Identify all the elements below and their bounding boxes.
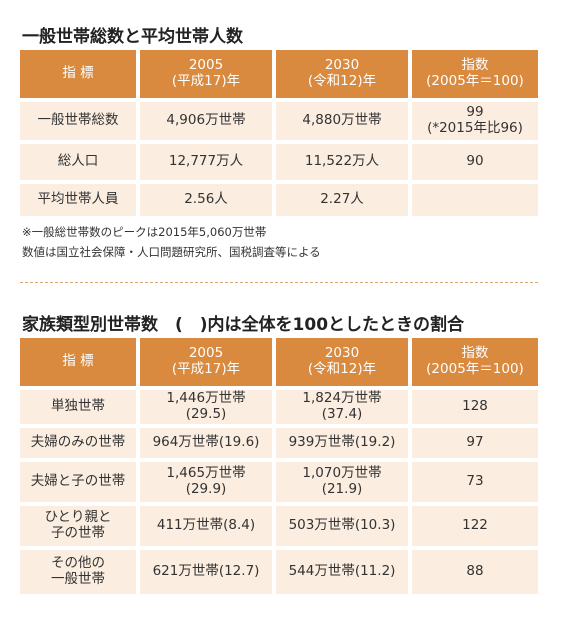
table-cell: 2.27人 bbox=[276, 184, 408, 216]
cell-text: 411万世帯(8.4) bbox=[156, 517, 256, 534]
header-cell: 2005 (平成17)年 bbox=[140, 50, 272, 98]
table-cell: 544万世帯(11.2) bbox=[276, 550, 408, 594]
cell-text: 73 bbox=[466, 473, 484, 490]
table-cell: 一般世帯総数 bbox=[20, 102, 136, 140]
header-cell: 2030 (令和12)年 bbox=[276, 50, 408, 98]
cell-text: 総人口 bbox=[57, 153, 99, 170]
note: ※一般総世帯数のピークは2015年5,060万世帯 bbox=[22, 225, 267, 239]
cell-text: 2.56人 bbox=[184, 191, 228, 208]
cell-text: その他の bbox=[51, 555, 105, 572]
cell-text: 1,446万世帯 bbox=[166, 390, 246, 407]
header-cell: 2005 (平成17)年 bbox=[140, 338, 272, 386]
cell-text: 2030 bbox=[324, 57, 360, 74]
cell-text: 99 bbox=[466, 104, 484, 121]
cell-text: 621万世帯(12.7) bbox=[152, 563, 260, 580]
cell-text: (29.9) bbox=[185, 481, 227, 497]
table-cell: 4,880万世帯 bbox=[276, 102, 408, 140]
table-cell: 単独世帯 bbox=[20, 390, 136, 424]
cell-text: 544万世帯(11.2) bbox=[288, 563, 396, 580]
divider bbox=[20, 282, 538, 283]
cell-text: 503万世帯(10.3) bbox=[288, 517, 396, 534]
cell-text: ひとり親と bbox=[44, 509, 112, 526]
header-cell: 2030 (令和12)年 bbox=[276, 338, 408, 386]
table-cell: 11,522万人 bbox=[276, 144, 408, 180]
cell-text: (37.4) bbox=[321, 406, 363, 422]
cell-text: 964万世帯(19.6) bbox=[152, 434, 260, 451]
header-cell: 指 標 bbox=[20, 50, 136, 98]
cell-text: (平成17)年 bbox=[171, 361, 241, 377]
table-cell: 88 bbox=[412, 550, 538, 594]
cell-text: 88 bbox=[466, 563, 484, 580]
section-title: 一般世帯総数と平均世帯人数 bbox=[22, 27, 243, 47]
table-cell: 12,777万人 bbox=[140, 144, 272, 180]
cell-text: 4,880万世帯 bbox=[302, 112, 382, 129]
cell-text: (2005年＝100) bbox=[426, 361, 524, 377]
cell-text: 12,777万人 bbox=[168, 153, 244, 170]
cell-text: 90 bbox=[466, 153, 484, 170]
cell-text: 夫婦と子の世帯 bbox=[30, 473, 126, 490]
header-cell: 指数 (2005年＝100) bbox=[412, 50, 538, 98]
table-cell: 411万世帯(8.4) bbox=[140, 506, 272, 546]
cell-text: 指 標 bbox=[62, 353, 94, 370]
cell-text: 夫婦のみの世帯 bbox=[30, 434, 126, 451]
table-cell: 1,465万世帯 (29.9) bbox=[140, 462, 272, 502]
table-cell: 1,070万世帯 (21.9) bbox=[276, 462, 408, 502]
cell-text: 指数 bbox=[461, 57, 489, 74]
cell-text: 指数 bbox=[461, 345, 489, 362]
cell-text: (*2015年比96) bbox=[427, 120, 523, 136]
table-cell: 964万世帯(19.6) bbox=[140, 428, 272, 458]
cell-text: (平成17)年 bbox=[171, 73, 241, 89]
cell-text: 1,824万世帯 bbox=[302, 390, 382, 407]
table-cell: ひとり親と 子の世帯 bbox=[20, 506, 136, 546]
table-cell: 総人口 bbox=[20, 144, 136, 180]
table-cell: 128 bbox=[412, 390, 538, 424]
table-cell: 621万世帯(12.7) bbox=[140, 550, 272, 594]
table-cell: 122 bbox=[412, 506, 538, 546]
table-cell: 99 (*2015年比96) bbox=[412, 102, 538, 140]
cell-text: 939万世帯(19.2) bbox=[288, 434, 396, 451]
table-cell: 503万世帯(10.3) bbox=[276, 506, 408, 546]
cell-text: 2.27人 bbox=[320, 191, 364, 208]
table-cell: 4,906万世帯 bbox=[140, 102, 272, 140]
table-cell: 平均世帯人員 bbox=[20, 184, 136, 216]
note: 数値は国立社会保障・人口問題研究所、国税調査等による bbox=[22, 245, 321, 259]
table-cell bbox=[412, 184, 538, 216]
cell-text: 2005 bbox=[188, 345, 224, 362]
table-cell: 夫婦と子の世帯 bbox=[20, 462, 136, 502]
table-cell: その他の 一般世帯 bbox=[20, 550, 136, 594]
cell-text: 11,522万人 bbox=[304, 153, 380, 170]
cell-text: 1,070万世帯 bbox=[302, 465, 382, 482]
table-cell: 90 bbox=[412, 144, 538, 180]
cell-text: 2030 bbox=[324, 345, 360, 362]
cell-text: (29.5) bbox=[185, 406, 227, 422]
cell-text: (令和12)年 bbox=[307, 361, 377, 377]
cell-text: 単独世帯 bbox=[51, 398, 105, 415]
cell-text: 平均世帯人員 bbox=[37, 191, 119, 208]
cell-text: 子の世帯 bbox=[51, 525, 105, 541]
table-cell: 夫婦のみの世帯 bbox=[20, 428, 136, 458]
cell-text: 97 bbox=[466, 434, 484, 451]
cell-text: 指 標 bbox=[62, 65, 94, 82]
table-cell: 939万世帯(19.2) bbox=[276, 428, 408, 458]
cell-text: 一般世帯 bbox=[51, 571, 105, 587]
header-cell: 指数 (2005年＝100) bbox=[412, 338, 538, 386]
cell-text: 1,465万世帯 bbox=[166, 465, 246, 482]
section-title: 家族類型別世帯数 ( )内は全体を100としたときの割合 bbox=[22, 315, 465, 335]
cell-text: 2005 bbox=[188, 57, 224, 74]
cell-text: (21.9) bbox=[321, 481, 363, 497]
table-cell: 1,824万世帯 (37.4) bbox=[276, 390, 408, 424]
cell-text: 一般世帯総数 bbox=[37, 112, 119, 129]
table-cell: 97 bbox=[412, 428, 538, 458]
table-cell: 73 bbox=[412, 462, 538, 502]
cell-text: 122 bbox=[462, 517, 488, 534]
cell-text: 128 bbox=[462, 398, 488, 415]
header-cell: 指 標 bbox=[20, 338, 136, 386]
cell-text: (2005年＝100) bbox=[426, 73, 524, 89]
table-cell: 1,446万世帯 (29.5) bbox=[140, 390, 272, 424]
cell-text: (令和12)年 bbox=[307, 73, 377, 89]
table-cell: 2.56人 bbox=[140, 184, 272, 216]
cell-text: 4,906万世帯 bbox=[166, 112, 246, 129]
